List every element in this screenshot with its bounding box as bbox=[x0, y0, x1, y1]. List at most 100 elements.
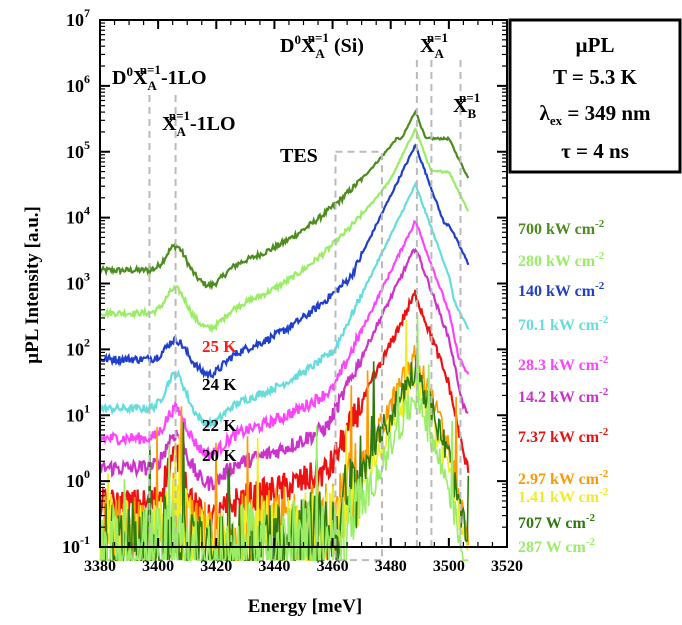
legend-entry-4: 28.3 kW cm-2 bbox=[518, 354, 609, 374]
y-tick-exponent-0: -1 bbox=[80, 533, 90, 547]
peak-label-0-sup0: 0 bbox=[126, 64, 133, 79]
x-tick-label-4: 3460 bbox=[317, 558, 349, 575]
info-line-3: λex = 349 nm bbox=[540, 101, 652, 128]
y-tick-label-4: 103 bbox=[66, 270, 90, 294]
legend-entry-4-sup: -2 bbox=[599, 354, 609, 366]
y-tick-mantissa-8: 10 bbox=[66, 10, 84, 30]
series-line-4 bbox=[99, 219, 470, 461]
x-tick-label-0: 3380 bbox=[84, 558, 116, 575]
info-box: µPL T = 5.3 K λex = 349 nm τ = 4 ns bbox=[508, 18, 682, 174]
axes-layer: 3380 3400 3420 3440 3460 3480 3500 352010-11001… bbox=[62, 6, 523, 575]
legend-entry-1: 280 kW cm-2 bbox=[518, 250, 605, 270]
peak-label-0-main: D bbox=[112, 67, 126, 89]
x-label-bold: Energy [meV] bbox=[248, 596, 363, 617]
legend-entry-6-name: 7.37 kW cm bbox=[518, 429, 600, 446]
y-tick-mantissa-6: 10 bbox=[66, 142, 84, 162]
legend-entry-3: 70.1 kW cm-2 bbox=[518, 314, 609, 334]
y-tick-label-8: 107 bbox=[66, 6, 90, 30]
y-tick-label-6: 105 bbox=[66, 138, 90, 162]
peak-label-2: D0XAn=1 (Si) bbox=[280, 30, 364, 61]
x-tick-label-7: 3520 bbox=[491, 558, 523, 575]
legend-entry-2-name: 140 kW cm bbox=[518, 283, 596, 300]
peak-label-1-sup: n=1 bbox=[169, 108, 190, 123]
legend-entry-0-name: 700 kW cm bbox=[518, 221, 596, 238]
peak-label-4: XBn=1 bbox=[453, 90, 480, 121]
info-line-1: µPL bbox=[576, 33, 615, 57]
peak-label-1-sub: A bbox=[176, 124, 186, 139]
temp-label-1: 24 K bbox=[202, 375, 237, 394]
legend-entry-1-sup: -2 bbox=[595, 250, 605, 262]
series-line-0 bbox=[99, 109, 470, 291]
x-tick-label-2: 3420 bbox=[200, 558, 232, 575]
legend-entry-10-name: 287 W cm bbox=[518, 539, 587, 556]
y-tick-label-5: 104 bbox=[66, 204, 90, 228]
legend-entry-1-name: 280 kW cm bbox=[518, 253, 596, 270]
peak-label-4-sup: n=1 bbox=[459, 90, 480, 105]
legend-entry-2-sup: -2 bbox=[595, 280, 605, 292]
peak-label-0-x: X bbox=[133, 67, 148, 89]
legend-entry-8: 1.41 kW cm-2 bbox=[518, 486, 609, 506]
peak-label-2-x: X bbox=[301, 35, 316, 57]
peak-label-2-sup0: 0 bbox=[294, 32, 301, 47]
peak-label-3-x: X bbox=[420, 35, 435, 57]
peak-label-2-sup: n=1 bbox=[308, 30, 329, 45]
legend-entry-6-sup: -2 bbox=[599, 426, 609, 438]
y-tick-label-2: 101 bbox=[66, 401, 90, 425]
guides-layer bbox=[148, 60, 462, 562]
legend-entry-6: 7.37 kW cm-2 bbox=[518, 426, 609, 446]
legend-entry-5-sup: -2 bbox=[599, 386, 609, 398]
peak-label-1: XAn=1-1LO bbox=[162, 108, 236, 139]
peak-label-4-x: X bbox=[453, 95, 468, 117]
y-axis-label: µPL Intensity [a.u.] bbox=[22, 206, 43, 364]
legend-entry-10: 287 W cm-2 bbox=[518, 536, 596, 556]
legend-entry-5-name: 14.2 kW cm bbox=[518, 389, 600, 406]
legend-entry-10-sup: -2 bbox=[586, 536, 596, 548]
info-line-4: τ = 4 ns bbox=[561, 139, 629, 163]
info-line-2: T = 5.3 K bbox=[553, 65, 638, 89]
x-tick-label-3: 3440 bbox=[258, 558, 290, 575]
y-tick-mantissa-5: 10 bbox=[66, 208, 84, 228]
info-box-frame bbox=[508, 18, 682, 174]
legend-entry-8-sup: -2 bbox=[599, 486, 609, 498]
y-tick-label-7: 106 bbox=[66, 72, 90, 96]
y-tick-mantissa-7: 10 bbox=[66, 76, 84, 96]
temp-label-0: 25 K bbox=[202, 337, 237, 356]
legend-entry-2: 140 kW cm-2 bbox=[518, 280, 605, 300]
info-line-3-rest: = 349 nm bbox=[562, 101, 651, 125]
y-tick-label-0: 10-1 bbox=[62, 533, 90, 557]
legend-entry-8-name: 1.41 kW cm bbox=[518, 489, 600, 506]
x-tick-label-5: 3480 bbox=[375, 558, 407, 575]
peak-label-2-tail: (Si) bbox=[329, 35, 364, 57]
legend-entry-9-sup: -2 bbox=[586, 512, 596, 524]
y-tick-exponent-3: 2 bbox=[84, 335, 90, 349]
x-tick-label-1: 3400 bbox=[142, 558, 174, 575]
peak-label-3-sub: A bbox=[434, 46, 444, 61]
y-tick-label-3: 102 bbox=[66, 335, 90, 359]
y-tick-label-1: 100 bbox=[66, 467, 90, 491]
peak-label-1-tail: -1LO bbox=[190, 113, 236, 135]
legend-entry-4-name: 28.3 kW cm bbox=[518, 357, 600, 374]
temp-label-3: 20 K bbox=[202, 446, 237, 465]
peak-label-0-tail: -1LO bbox=[161, 67, 207, 89]
peak-label-2-sub: A bbox=[315, 46, 325, 61]
legend-entry-9-name: 707 W cm bbox=[518, 515, 587, 532]
legend-entry-0: 700 kW cm-2 bbox=[518, 218, 605, 238]
y-tick-mantissa-4: 10 bbox=[66, 274, 84, 294]
y-tick-exponent-1: 0 bbox=[84, 467, 90, 481]
y-tick-exponent-2: 1 bbox=[84, 401, 90, 415]
series-line-1 bbox=[99, 127, 470, 334]
x-axis-label: Energy [meV] bbox=[248, 596, 363, 617]
peak-label-1-x: X bbox=[162, 113, 177, 135]
series-line-2 bbox=[99, 143, 470, 381]
tes-label: TES bbox=[280, 145, 318, 167]
series-line-3 bbox=[98, 181, 470, 429]
series-layer bbox=[98, 109, 470, 563]
legend-entry-3-sup: -2 bbox=[599, 314, 609, 326]
peak-label-2-main: D bbox=[280, 35, 294, 57]
info-line-3-symbol: λ bbox=[540, 101, 551, 125]
peak-label-4-sub: B bbox=[467, 106, 476, 121]
peak-label-0-sup: n=1 bbox=[140, 62, 161, 77]
legend-entry-3-name: 70.1 kW cm bbox=[518, 317, 600, 334]
